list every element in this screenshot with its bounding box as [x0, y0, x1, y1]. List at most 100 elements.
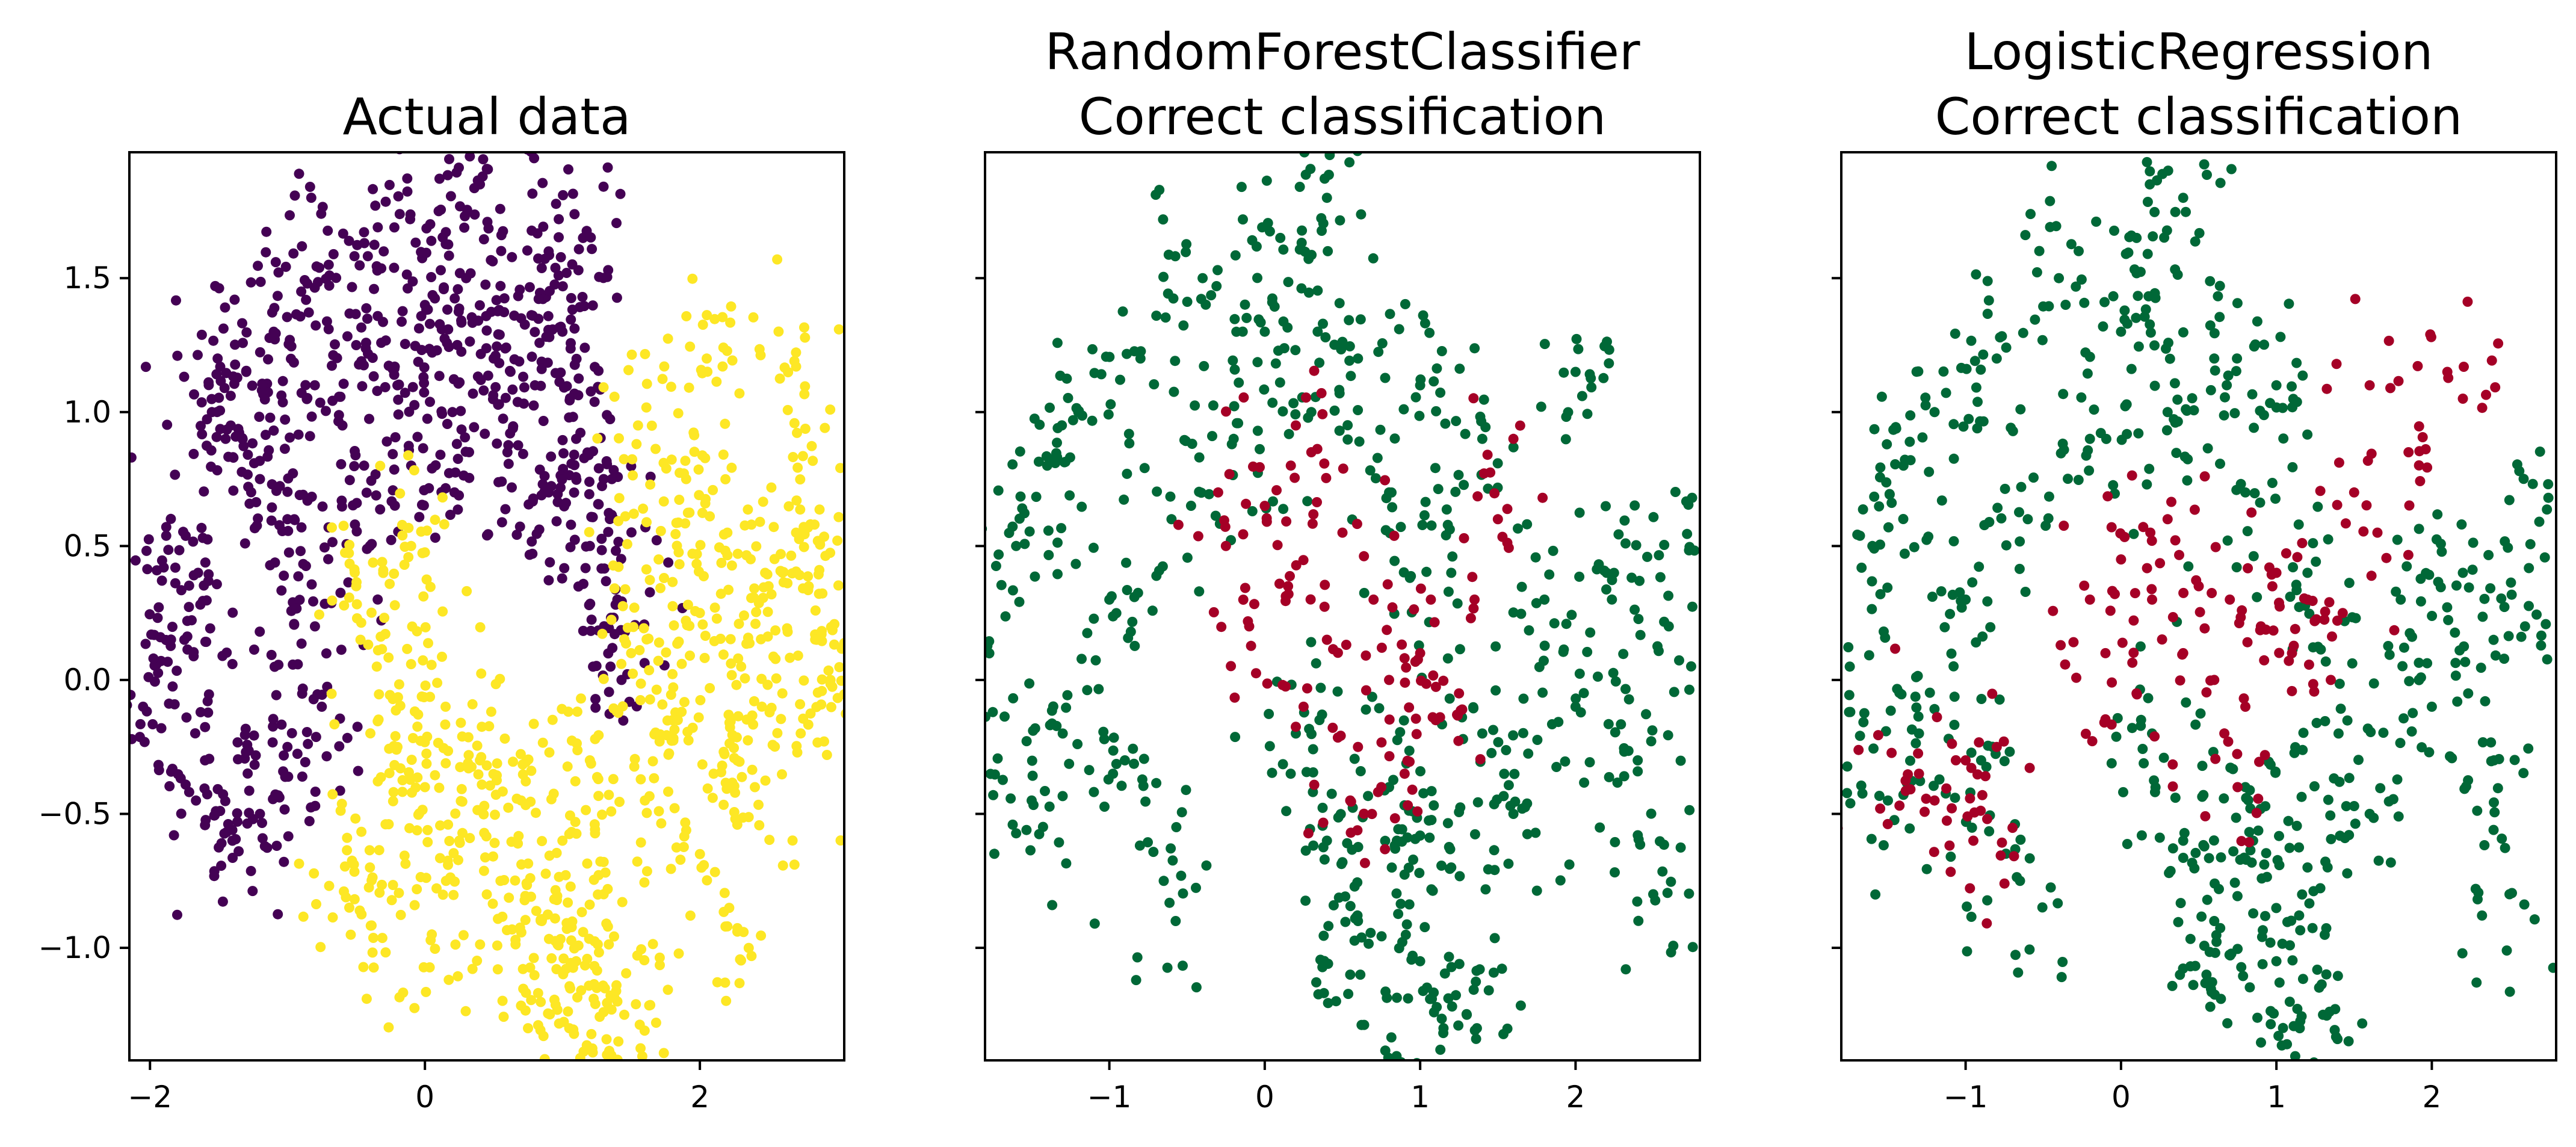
scatter-point	[1307, 518, 1318, 529]
scatter-point	[1050, 458, 1061, 468]
scatter-point	[536, 263, 547, 273]
scatter-point	[238, 338, 248, 348]
scatter-point	[239, 538, 250, 549]
scatter-point	[1303, 287, 1314, 298]
scatter-point	[437, 492, 448, 503]
scatter-point	[249, 458, 259, 469]
scatter-point	[747, 764, 758, 775]
scatter-point	[1949, 691, 1960, 702]
scatter-point	[2385, 857, 2396, 868]
scatter-point	[1811, 705, 1821, 716]
scatter-point	[754, 820, 765, 830]
scatter-point	[2324, 1006, 2335, 1017]
scatter-point	[526, 891, 536, 902]
scatter-point	[720, 977, 730, 988]
scatter-point	[298, 489, 309, 500]
scatter-point	[545, 1009, 555, 1020]
scatter-point	[2112, 713, 2123, 723]
scatter-point	[2463, 582, 2474, 593]
chart-title: Actual data	[342, 87, 631, 146]
scatter-point	[2127, 470, 2137, 481]
scatter-point	[2292, 552, 2303, 563]
scatter-point	[339, 600, 350, 611]
scatter-point	[2189, 504, 2200, 515]
scatter-point	[456, 317, 467, 328]
scatter-point	[2471, 977, 2482, 988]
scatter-point	[1492, 514, 1503, 525]
scatter-point	[2368, 812, 2379, 823]
scatter-point	[1252, 273, 1262, 283]
scatter-point	[2259, 339, 2270, 350]
scatter-point	[1471, 976, 1481, 987]
scatter-point	[401, 269, 412, 280]
scatter-point	[621, 968, 632, 979]
scatter-point	[1243, 616, 1253, 626]
scatter-point	[2384, 649, 2395, 660]
scatter-point	[1493, 737, 1504, 747]
scatter-point	[1435, 388, 1446, 398]
scatter-point	[276, 719, 287, 730]
scatter-point	[767, 740, 778, 750]
scatter-point	[2253, 825, 2264, 836]
scatter-point	[2247, 389, 2258, 400]
scatter-point	[641, 379, 652, 389]
scatter-point	[1238, 595, 1249, 605]
scatter-point	[755, 516, 765, 527]
scatter-point	[273, 267, 284, 278]
scatter-point	[247, 380, 258, 391]
scatter-point	[1108, 745, 1119, 756]
scatter-point	[1288, 398, 1299, 409]
scatter-point	[267, 737, 278, 748]
scatter-point	[172, 909, 182, 920]
scatter-point	[587, 300, 598, 311]
scatter-point	[1170, 916, 1181, 926]
scatter-point	[2488, 634, 2499, 645]
scatter-point	[2188, 980, 2199, 991]
scatter-point	[570, 776, 581, 787]
scatter-point	[492, 341, 502, 352]
scatter-point	[1950, 793, 1960, 803]
scatter-point	[249, 759, 260, 770]
scatter-point	[2131, 312, 2142, 323]
scatter-point	[2265, 937, 2276, 948]
scatter-point	[1344, 315, 1354, 326]
scatter-point	[1181, 785, 1191, 796]
scatter-point	[2321, 383, 2332, 394]
scatter-point	[1475, 412, 1486, 422]
scatter-point	[462, 205, 472, 215]
scatter-point	[650, 1018, 661, 1028]
scatter-point	[503, 802, 514, 813]
scatter-point	[589, 397, 600, 407]
scatter-point	[402, 643, 413, 654]
scatter-point	[1000, 611, 1011, 622]
scatter-point	[529, 153, 540, 164]
scatter-point	[1368, 253, 1379, 264]
scatter-point	[170, 562, 181, 573]
scatter-point	[672, 540, 682, 551]
scatter-point	[1532, 735, 1543, 745]
scatter-point	[216, 838, 227, 849]
scatter-point	[435, 450, 446, 460]
scatter-point	[2496, 593, 2507, 604]
scatter-point	[1981, 918, 1992, 929]
scatter-point	[434, 173, 445, 184]
scatter-point	[2199, 471, 2210, 482]
scatter-point	[1306, 250, 1317, 261]
scatter-point	[1820, 716, 1830, 726]
scatter-point	[2383, 796, 2394, 807]
scatter-point	[1297, 225, 1308, 236]
scatter-point	[2296, 791, 2307, 802]
scatter-point	[702, 353, 712, 364]
scatter-point	[2252, 1012, 2262, 1023]
scatter-point	[1359, 587, 1370, 598]
scatter-point	[2171, 448, 2182, 459]
scatter-point	[348, 500, 359, 511]
scatter-point	[2024, 762, 2035, 773]
scatter-point	[1882, 583, 1893, 593]
scatter-point	[689, 430, 700, 441]
scatter-point	[639, 1025, 650, 1036]
scatter-point	[1116, 781, 1127, 791]
scatter-point	[2519, 621, 2530, 632]
y-tick-label: 0.5	[63, 528, 111, 563]
scatter-point	[1962, 811, 1973, 822]
